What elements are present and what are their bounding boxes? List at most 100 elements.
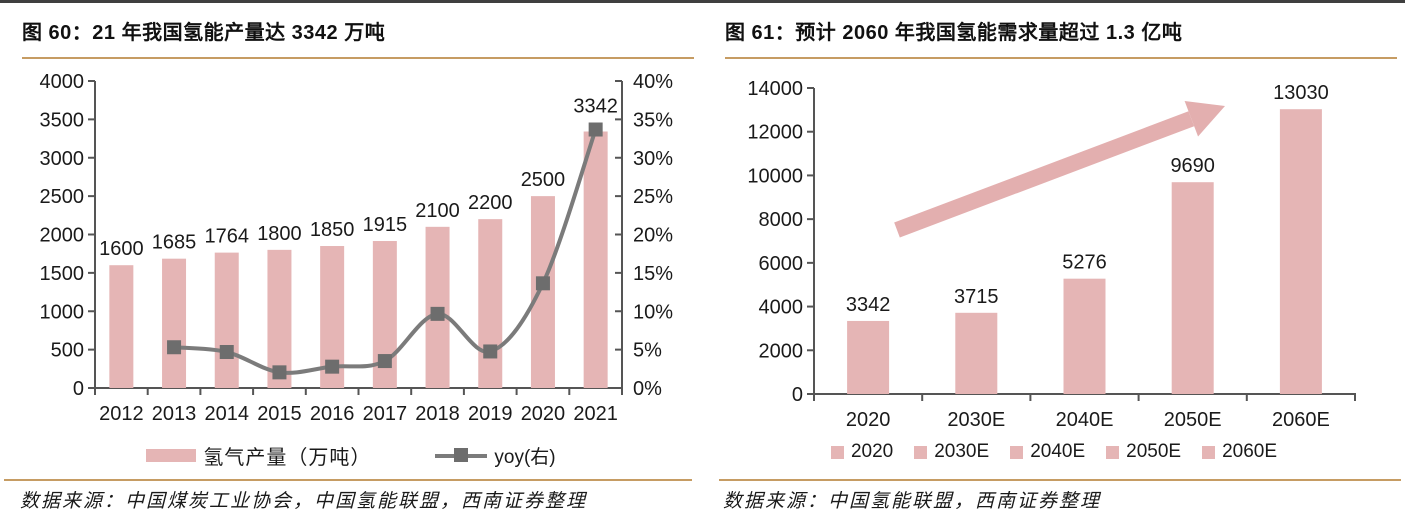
bar-value-label: 3715	[954, 286, 999, 308]
left-axis-tick-label: 4000	[40, 71, 85, 93]
x-axis-tick-label: 2017	[363, 403, 408, 425]
bar-value-label: 1850	[310, 219, 355, 241]
y-axis-tick-label: 6000	[759, 253, 804, 275]
yoy-marker	[167, 340, 182, 355]
bar-swatch-icon	[1106, 445, 1120, 459]
bar-value-label: 3342	[846, 294, 891, 316]
left-axis-tick-label: 500	[51, 340, 84, 362]
production-bar	[109, 265, 134, 388]
bar-value-label: 1685	[152, 232, 197, 254]
production-bar	[478, 219, 503, 388]
legend-item-hydrogen-production: 氢气产量（万吨）	[146, 441, 371, 470]
yoy-marker	[483, 344, 498, 359]
legend-label-2020: 2020	[850, 441, 894, 462]
left-axis-tick-label: 2500	[40, 186, 85, 208]
line-marker-swatch-icon	[435, 448, 488, 463]
right-axis-tick-label: 10%	[633, 301, 673, 323]
trend-arrow-shaft	[894, 111, 1195, 238]
yoy-marker	[535, 276, 550, 291]
x-axis-tick-label: 2014	[205, 403, 250, 425]
y-axis-tick-label: 0	[792, 384, 803, 406]
bar-value-label: 1764	[205, 226, 250, 248]
bar-value-label: 9690	[1170, 155, 1215, 177]
yoy-marker	[430, 306, 445, 321]
right-axis-tick-label: 5%	[633, 340, 662, 362]
figure-61-title-rule	[725, 57, 1397, 59]
bar-value-label: 2100	[415, 200, 460, 222]
production-bar	[162, 258, 187, 388]
right-axis-tick-label: 15%	[633, 263, 673, 285]
figure-60-title-rule	[22, 57, 694, 59]
left-axis-tick-label: 1000	[40, 301, 85, 323]
legend-item-2060e: 2060E	[1202, 441, 1277, 463]
y-axis-tick-label: 12000	[747, 122, 803, 144]
x-axis-tick-label: 2050E	[1164, 409, 1222, 431]
x-axis-tick-label: 2016	[310, 403, 355, 425]
demand-bar	[1279, 109, 1322, 395]
figure-61-panel: 图 61：预计 2060 年我国氢能需求量超过 1.3 亿吨 0 2000 4000…	[703, 3, 1405, 521]
bar-value-label: 5276	[1062, 252, 1107, 274]
legend-label-2030e: 2030E	[934, 441, 990, 462]
left-axis-tick-label: 3000	[40, 148, 85, 170]
bar-swatch-icon	[914, 445, 928, 459]
production-bar	[214, 252, 239, 388]
bar-value-label: 1600	[99, 238, 144, 260]
legend-label-2040e: 2040E	[1030, 441, 1086, 462]
y-axis-tick-label: 2000	[759, 340, 804, 362]
bar-swatch-icon	[1010, 445, 1024, 459]
legend-label-2050e: 2050E	[1126, 441, 1182, 462]
x-axis-tick-label: 2040E	[1056, 409, 1114, 431]
x-axis-tick-label: 2018	[415, 403, 460, 425]
x-axis-tick-label: 2019	[468, 403, 513, 425]
demand-bar	[1063, 278, 1106, 394]
legend-label-hydrogen-production: 氢气产量（万吨）	[203, 447, 372, 469]
yoy-marker	[325, 359, 340, 374]
bar-value-label: 13030	[1273, 82, 1329, 104]
figure-60-title: 图 60：21 年我国氢能产量达 3342 万吨	[22, 22, 386, 44]
figure-61-legend: 2020 2030E 2040E 2050E 2060E	[703, 441, 1405, 463]
right-axis-tick-label: 30%	[633, 148, 673, 170]
bar-value-label: 3342	[573, 96, 618, 118]
x-axis-tick-label: 2020	[846, 409, 891, 431]
legend-item-2030e: 2030E	[914, 441, 989, 463]
y-axis-tick-label: 10000	[747, 165, 803, 187]
yoy-marker	[377, 354, 392, 369]
figure-61-title: 图 61：预计 2060 年我国氢能需求量超过 1.3 亿吨	[725, 22, 1183, 44]
production-bar	[530, 196, 555, 388]
right-axis-tick-label: 40%	[633, 71, 673, 93]
x-axis-tick-label: 2060E	[1272, 409, 1330, 431]
right-axis-tick-label: 20%	[633, 225, 673, 247]
x-axis-tick-label: 2030E	[947, 409, 1005, 431]
figure-61-source: 数据来源：中国氢能联盟，西南证券整理	[723, 491, 1102, 512]
yoy-marker	[272, 365, 287, 380]
production-bar	[583, 131, 608, 388]
legend-item-2050e: 2050E	[1106, 441, 1181, 463]
bar-value-label: 1915	[363, 214, 408, 236]
right-axis-tick-label: 25%	[633, 186, 673, 208]
figure-60-panel: 图 60：21 年我国氢能产量达 3342 万吨 0 500 1000 1500 200…	[0, 3, 702, 521]
legend-label-2060e: 2060E	[1222, 441, 1278, 462]
legend-item-2020: 2020	[830, 441, 894, 463]
left-axis-tick-label: 0	[73, 378, 84, 400]
y-axis-tick-label: 14000	[747, 78, 803, 100]
bar-swatch-icon	[146, 449, 197, 462]
figure-60-source: 数据来源：中国煤炭工业协会，中国氢能联盟，西南证券整理	[20, 491, 588, 512]
left-axis-tick-label: 1500	[40, 263, 85, 285]
legend-label-yoy: yoy(右)	[494, 447, 556, 468]
figure-60-source-rule	[4, 479, 692, 481]
figure-61-source-rule	[719, 479, 1401, 481]
figure-60-chart: 0 500 1000 1500 2000 2500 3000 3500 4000 0% 5% 10% 1…	[40, 71, 674, 425]
figure-61-chart: 0 2000 4000 6000 8000 10000 12000 14000 2020 3342…	[747, 78, 1356, 431]
x-axis-tick-label: 2020	[521, 403, 566, 425]
right-axis-tick-label: 0%	[633, 378, 662, 400]
y-axis-tick-label: 4000	[759, 297, 804, 319]
demand-bar	[955, 312, 998, 394]
legend-item-yoy: yoy(右)	[435, 442, 556, 469]
x-axis-tick-label: 2021	[573, 403, 618, 425]
demand-bar	[847, 320, 890, 394]
y-axis-tick-label: 8000	[759, 209, 804, 231]
bar-value-label: 1800	[257, 223, 302, 245]
x-axis-tick-label: 2012	[99, 403, 144, 425]
yoy-marker	[219, 345, 234, 360]
bar-swatch-icon	[830, 445, 844, 459]
